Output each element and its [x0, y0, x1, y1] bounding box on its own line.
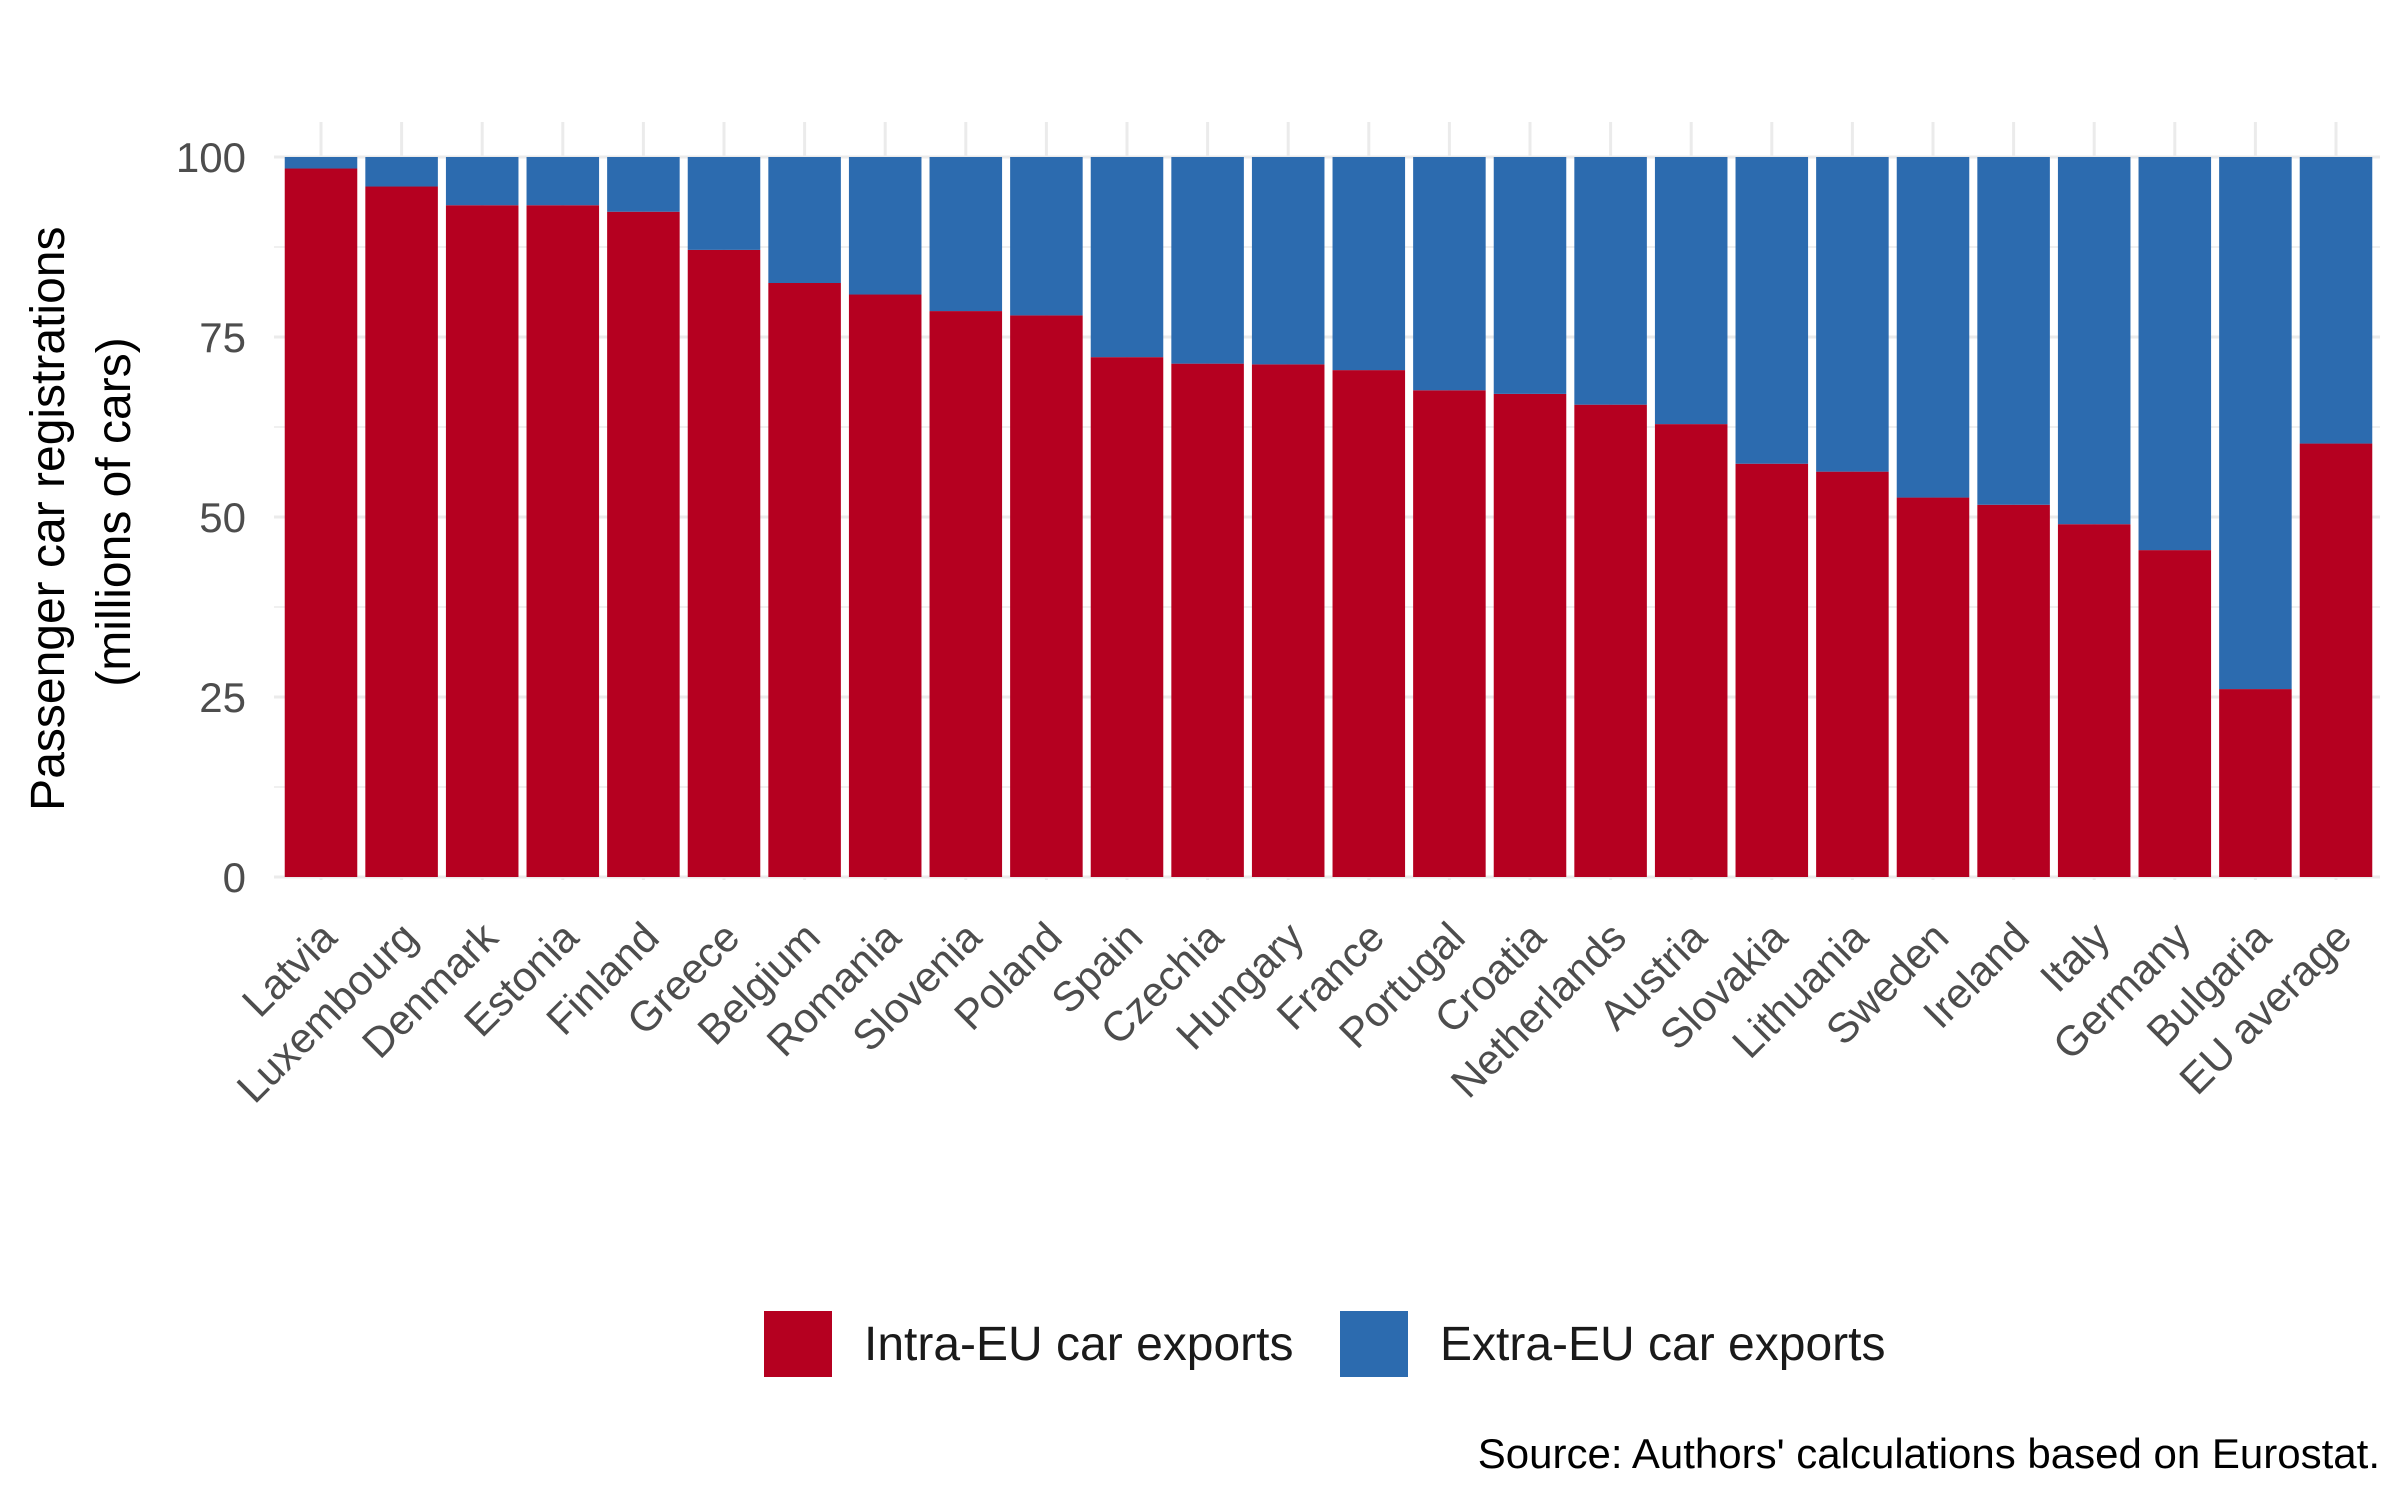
bar-romania-intra	[848, 294, 922, 877]
bar-france-intra	[1332, 370, 1406, 877]
bar-slovakia-intra	[1735, 463, 1809, 877]
bar-sweden-intra	[1896, 497, 1970, 877]
bar-france-extra	[1332, 157, 1406, 371]
bar-romania-extra	[848, 157, 922, 295]
bar-czechia-intra	[1171, 363, 1244, 877]
legend-label-intra: Intra-EU car exports	[864, 1318, 1293, 1371]
bar-slovenia-intra	[929, 311, 1003, 878]
bar-croatia-intra	[1493, 393, 1567, 877]
bar-latvia-extra	[284, 157, 358, 169]
bar-spain-extra	[1090, 157, 1164, 358]
y-tick-label: 50	[199, 494, 246, 541]
y-tick-label: 100	[176, 134, 246, 181]
bar-czechia-extra	[1171, 157, 1244, 364]
bar-lithuania-intra	[1816, 471, 1889, 877]
bar-italy-extra	[2057, 157, 2131, 525]
bar-poland-intra	[1010, 315, 1083, 877]
bar-greece-intra	[687, 249, 761, 877]
legend-swatch-extra	[1340, 1311, 1408, 1377]
x-axis-ticks: LatviaLuxembourgDenmarkEstoniaFinlandGre…	[228, 912, 2361, 1111]
bar-poland-extra	[1010, 157, 1083, 316]
bar-luxembourg-extra	[365, 157, 438, 187]
source-caption: Source: Authors' calculations based on E…	[1478, 1430, 2380, 1477]
bars	[284, 157, 2373, 878]
bar-estonia-intra	[526, 205, 600, 878]
y-axis-title-line-1: Passenger car registrations	[22, 227, 75, 811]
legend-swatch-intra	[764, 1311, 832, 1377]
bar-ireland-intra	[1977, 504, 2050, 877]
bar-slovenia-extra	[929, 157, 1003, 312]
y-tick-label: 75	[199, 314, 246, 361]
bar-netherlands-intra	[1574, 404, 1647, 877]
bar-finland-extra	[607, 157, 680, 212]
y-axis-title-line-2: (millions of cars)	[88, 337, 141, 686]
bar-latvia-intra	[284, 168, 358, 877]
bar-hungary-extra	[1251, 157, 1325, 365]
bar-finland-intra	[607, 211, 680, 878]
bar-portugal-extra	[1413, 157, 1486, 391]
bar-estonia-extra	[526, 157, 600, 206]
bar-denmark-intra	[445, 205, 519, 878]
bar-austria-extra	[1654, 157, 1728, 425]
bar-sweden-extra	[1896, 157, 1970, 498]
y-tick-label: 0	[223, 854, 246, 901]
bar-hungary-intra	[1251, 364, 1325, 877]
bar-italy-intra	[2057, 524, 2131, 877]
y-axis-title: Passenger car registrations (millions of…	[22, 213, 141, 811]
bar-slovakia-extra	[1735, 157, 1809, 464]
bar-bulgaria-intra	[2219, 689, 2292, 877]
bar-eu-average-intra	[2299, 443, 2373, 877]
bar-denmark-extra	[445, 157, 519, 206]
bar-portugal-intra	[1413, 390, 1486, 877]
bar-belgium-extra	[768, 157, 841, 283]
bar-germany-intra	[2138, 550, 2212, 877]
bar-germany-extra	[2138, 157, 2212, 551]
bar-bulgaria-extra	[2219, 157, 2292, 690]
y-axis-ticks: 0 25 50 75 100	[176, 134, 246, 901]
bar-croatia-extra	[1493, 157, 1567, 394]
bar-lithuania-extra	[1816, 157, 1889, 472]
bar-austria-intra	[1654, 424, 1728, 877]
bar-eu-average-extra	[2299, 157, 2373, 444]
legend: Intra-EU car exports Extra-EU car export…	[764, 1311, 1885, 1377]
legend-label-extra: Extra-EU car exports	[1440, 1318, 1885, 1371]
bar-belgium-intra	[768, 283, 841, 877]
bar-spain-intra	[1090, 357, 1164, 877]
bar-ireland-extra	[1977, 157, 2050, 505]
bar-luxembourg-intra	[365, 186, 438, 877]
bar-netherlands-extra	[1574, 157, 1647, 405]
bar-greece-extra	[687, 157, 761, 250]
y-tick-label: 25	[199, 674, 246, 721]
